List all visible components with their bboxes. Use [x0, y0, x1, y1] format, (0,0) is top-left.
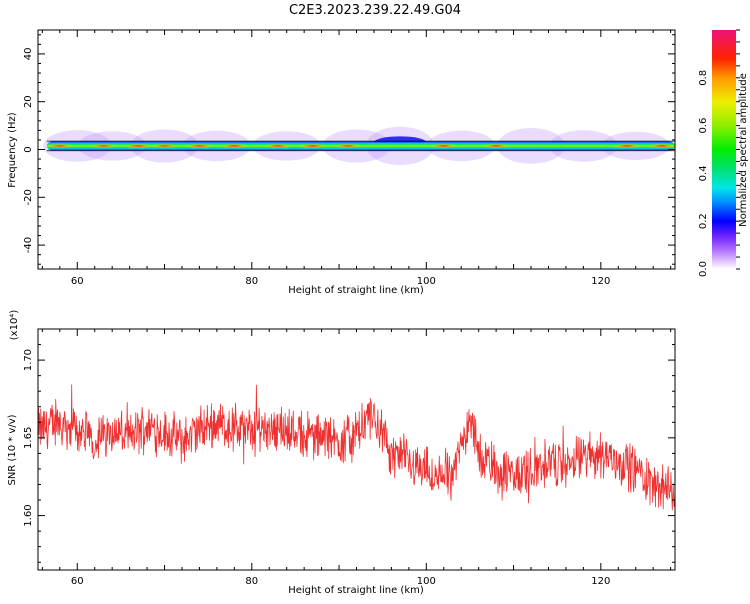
snr-x-label: Height of straight line (km)	[288, 585, 424, 596]
snr-x-tick-label: 120	[591, 576, 610, 587]
spectrogram-y-tick-label: -20	[23, 189, 34, 205]
spectrogram-bright-spot	[482, 143, 511, 149]
spectrogram-x-tick-label: 100	[417, 276, 436, 287]
spectrogram-bright-spot	[220, 143, 249, 149]
spectrogram-bright-spot	[150, 143, 179, 149]
colorbar-tick-label: 0.2	[698, 213, 709, 229]
spectrogram-bright-spot	[333, 143, 362, 149]
spectrogram-y-tick-label: 0	[23, 146, 34, 152]
spectrogram-bright-spot	[45, 143, 74, 149]
spectrogram-x-tick-label: 120	[591, 276, 610, 287]
spectrogram-x-tick-label: 80	[245, 276, 258, 287]
spectrogram-x-label: Height of straight line (km)	[288, 285, 424, 296]
spectrogram-panel: 60 80 100 120 -40 -20 0 20 40 Height of straight…	[7, 29, 676, 296]
snr-x-tick-label: 100	[417, 576, 436, 587]
snr-scale-label: (x10⁴)	[9, 310, 20, 341]
snr-axes: 60 80 100 120 1.60 1.65 1.70	[23, 328, 675, 587]
snr-y-tick-label: 1.70	[23, 349, 34, 371]
spectrogram-bright-spot	[429, 143, 458, 149]
colorbar-tick-label: 0.4	[698, 165, 709, 181]
colorbar-tick-label: 0.8	[698, 70, 709, 86]
spectrogram-y-tick-label: -40	[23, 237, 34, 253]
spectrogram-y-tick-label: 20	[23, 95, 34, 108]
snr-x-tick-label: 60	[71, 576, 84, 587]
spectrogram-bright-spot	[124, 143, 153, 149]
snr-panel: 60 80 100 120 1.60 1.65 1.70 Height of straigh…	[7, 310, 676, 596]
spectrogram-bright-spot	[647, 143, 675, 149]
snr-y-label: SNR (10 * v/v)	[7, 414, 18, 485]
colorbar-tick-label: 0.0	[698, 261, 709, 277]
colorbar-gradient	[712, 30, 736, 269]
figure-title: C2E3.2023.239.22.49.G04	[289, 3, 461, 18]
spectrogram-y-tick-label: 40	[23, 48, 34, 61]
snr-y-tick-label: 1.60	[23, 504, 34, 526]
spectrogram-bright-spot	[613, 143, 642, 149]
spectrogram-plot-area	[43, 126, 675, 166]
colorbar-label: Normalized spectral amplitude	[738, 73, 749, 227]
snr-y-tick-label: 1.65	[23, 427, 34, 449]
spectrogram-bright-spot	[89, 143, 118, 149]
spectrogram-bright-spot	[263, 143, 292, 149]
spectrogram-x-tick-label: 60	[71, 276, 84, 287]
colorbar: 0.0 0.2 0.4 0.6 0.8 Normalized spectral ampl…	[698, 29, 749, 277]
spectrogram-y-label: Frequency (Hz)	[7, 112, 18, 188]
colorbar-tick-label: 0.6	[698, 118, 709, 134]
colorbar-ticks: 0.0 0.2 0.4 0.6 0.8	[698, 29, 740, 277]
spectrogram-axes: 60 80 100 120 -40 -20 0 20 40	[23, 30, 675, 287]
snr-series-line	[38, 384, 675, 511]
snr-plot-area	[38, 384, 675, 511]
snr-x-tick-label: 80	[245, 576, 258, 587]
spectrogram-bright-spot	[298, 143, 327, 149]
spectrogram-bright-spot	[185, 143, 214, 149]
